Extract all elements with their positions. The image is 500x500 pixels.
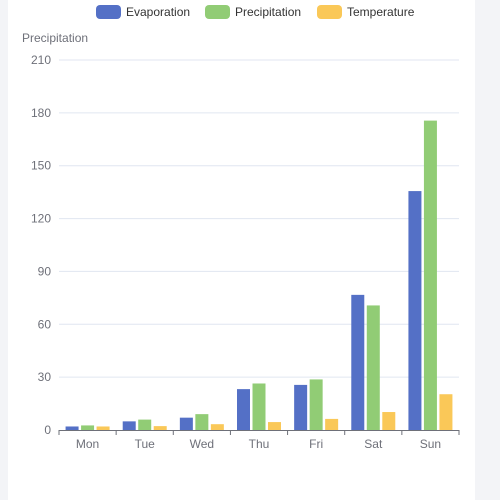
bar-temperature-wed[interactable] — [210, 424, 224, 430]
bar-evaporation-wed[interactable] — [179, 417, 193, 430]
legend-item-temperature[interactable]: Temperature — [317, 5, 415, 19]
bar-precipitation-sun[interactable] — [423, 120, 437, 430]
legend-label: Temperature — [347, 5, 415, 19]
bar-precipitation-wed[interactable] — [195, 414, 209, 430]
y-grid-lines — [59, 59, 459, 378]
x-tick-label-mon: Mon — [76, 437, 99, 451]
y-axis-label: Precipitation — [22, 31, 88, 45]
bar-temperature-fri[interactable] — [325, 418, 339, 430]
x-tick-label-sun: Sun — [420, 437, 441, 451]
bar-precipitation-fri[interactable] — [309, 379, 323, 430]
series-temperature — [96, 394, 453, 430]
chart-legend: Evaporation Precipitation Temperature — [96, 5, 415, 19]
y-tick-label: 90 — [38, 264, 52, 278]
chart-panel: Evaporation Precipitation Temperature Prec… — [8, 0, 475, 500]
series-precipitation — [81, 120, 437, 430]
y-tick-label: 150 — [31, 159, 51, 173]
bar-precipitation-mon[interactable] — [81, 425, 95, 430]
bar-series — [65, 120, 453, 430]
x-tick-label-sat: Sat — [364, 437, 383, 451]
bar-precipitation-tue[interactable] — [138, 419, 152, 430]
x-tick-label-thu: Thu — [249, 437, 270, 451]
y-tick-label: 0 — [44, 423, 51, 437]
legend-swatch — [317, 5, 342, 19]
bar-temperature-thu[interactable] — [268, 422, 281, 430]
legend-label: Precipitation — [235, 5, 301, 19]
y-tick-label: 210 — [31, 53, 51, 67]
y-tick-label: 120 — [31, 212, 51, 226]
bar-evaporation-sat[interactable] — [351, 294, 365, 430]
bar-temperature-sat[interactable] — [382, 412, 396, 430]
y-tick-labels: 0 30 60 90 120 150 180 210 — [31, 53, 51, 437]
series-evaporation — [65, 191, 422, 430]
x-tick-label-fri: Fri — [309, 437, 323, 451]
x-tick-label-wed: Wed — [190, 437, 214, 451]
bar-evaporation-mon[interactable] — [65, 426, 79, 430]
bar-evaporation-fri[interactable] — [294, 384, 308, 430]
legend-label: Evaporation — [126, 5, 190, 19]
x-axis: Mon Tue Wed Thu Fri Sat Sun — [58, 430, 460, 451]
bar-chart: Evaporation Precipitation Temperature Prec… — [22, 5, 460, 451]
x-tick-label-tue: Tue — [135, 437, 156, 451]
y-tick-label: 30 — [38, 370, 52, 384]
legend-item-evaporation[interactable]: Evaporation — [96, 5, 190, 19]
bar-evaporation-sun[interactable] — [408, 191, 422, 430]
bar-temperature-sun[interactable] — [439, 394, 453, 430]
bar-precipitation-sat[interactable] — [366, 305, 380, 430]
legend-swatch — [205, 5, 230, 19]
bar-precipitation-thu[interactable] — [252, 383, 266, 430]
y-tick-label: 180 — [31, 106, 51, 120]
bar-evaporation-thu[interactable] — [237, 389, 250, 430]
bar-evaporation-tue[interactable] — [122, 421, 136, 430]
bar-temperature-tue[interactable] — [153, 426, 167, 430]
legend-item-precipitation[interactable]: Precipitation — [205, 5, 301, 19]
bar-temperature-mon[interactable] — [96, 426, 110, 430]
legend-swatch — [96, 5, 121, 19]
y-tick-label: 60 — [38, 317, 52, 331]
